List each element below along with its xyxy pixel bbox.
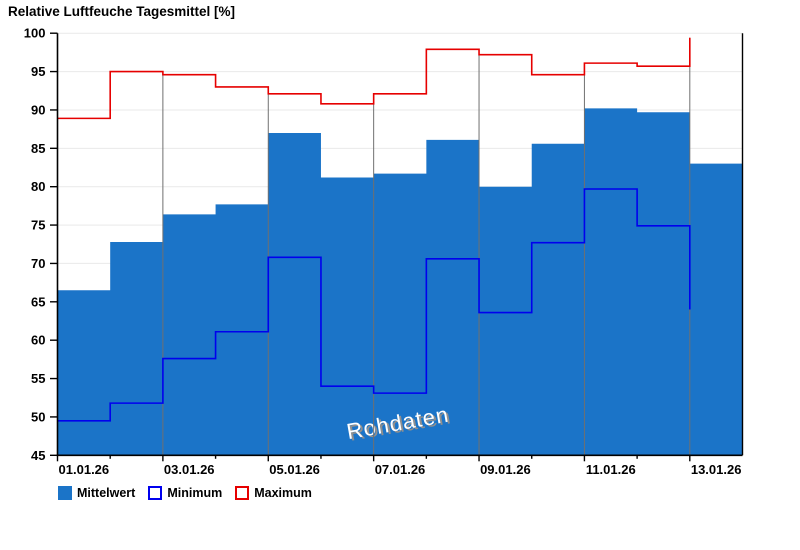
legend-label-mittelwert: Mittelwert (77, 486, 136, 500)
x-tick-label: 11.01.26 (586, 462, 636, 477)
y-tick-label: 80 (31, 179, 45, 194)
y-tick-label: 75 (31, 218, 45, 233)
y-tick-label: 90 (31, 102, 45, 117)
x-axis-ticks: 01.01.26 03.01.26 05.01.26 07.01.26 09.01.26… (56, 455, 742, 477)
mittelwert-swatch-icon (58, 486, 72, 500)
axes (56, 33, 744, 457)
legend-item-minimum: Minimum (148, 486, 222, 500)
series-minimum-line (57, 188, 691, 422)
y-tick-label: 85 (31, 141, 45, 156)
legend-item-maximum: Maximum (235, 486, 312, 500)
legend-label-maximum: Maximum (254, 486, 312, 500)
legend: Mittelwert Minimum Maximum (58, 486, 312, 500)
y-axis-ticks: 45 50 55 60 65 70 75 80 85 90 95 100 (24, 26, 58, 463)
y-tick-label: 70 (31, 256, 45, 271)
maximum-swatch-icon (235, 486, 250, 500)
legend-item-mittelwert: Mittelwert (58, 486, 135, 500)
x-tick-label: 09.01.26 (480, 462, 531, 477)
y-tick-label: 60 (31, 333, 45, 348)
x-tick-label: 03.01.26 (164, 462, 215, 477)
x-tick-label: 01.01.26 (59, 462, 110, 477)
y-tick-label: 50 (31, 409, 45, 424)
series-maximum-line (57, 37, 691, 120)
y-tick-label: 55 (31, 371, 45, 386)
minimum-swatch-icon (148, 486, 163, 500)
x-tick-label: 07.01.26 (375, 462, 426, 477)
x-tick-label: 13.01.26 (691, 462, 742, 477)
legend-label-minimum: Minimum (167, 486, 223, 500)
chart-title: Relative Luftfeuche Tagesmittel [%] (8, 4, 236, 19)
y-tick-label: 95 (31, 64, 45, 79)
y-tick-label: 65 (31, 294, 45, 309)
y-tick-label: 45 (31, 448, 45, 463)
x-tick-label: 05.01.26 (269, 462, 320, 477)
series-mittelwert-area (57, 108, 743, 456)
y-tick-label: 100 (24, 26, 46, 41)
